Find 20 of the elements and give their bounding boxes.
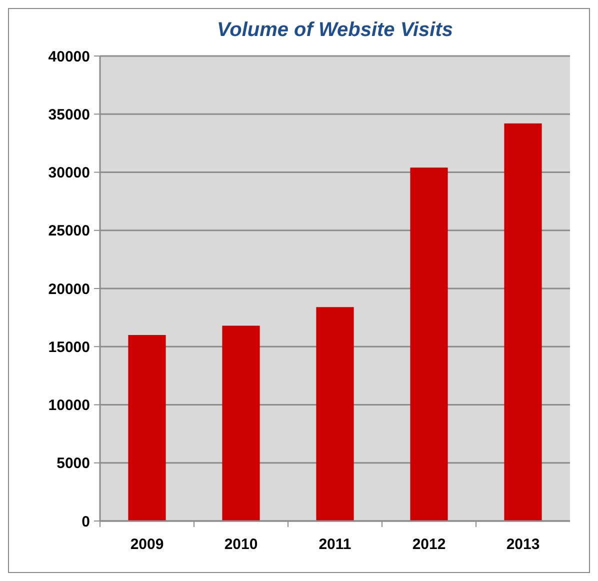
y-tick-label: 0 (82, 513, 90, 530)
bar (128, 335, 166, 521)
y-tick-label: 5000 (56, 455, 90, 472)
bar (410, 168, 448, 521)
y-tick-label: 15000 (48, 338, 90, 356)
bar (316, 307, 354, 521)
x-tick-label: 2013 (506, 536, 540, 553)
y-tick-label: 30000 (48, 164, 90, 182)
y-tick-label: 10000 (48, 397, 90, 414)
y-tick-label: 25000 (48, 222, 90, 240)
x-tick-label: 2012 (412, 536, 446, 553)
bar (222, 326, 260, 521)
bar (504, 123, 542, 521)
y-tick-label: 40000 (48, 48, 90, 66)
y-tick-label: 20000 (48, 280, 90, 298)
y-tick-label: 35000 (48, 106, 90, 124)
x-tick-label: 2009 (130, 536, 164, 553)
x-tick-label: 2010 (224, 536, 258, 553)
chart-title: Volume of Website Visits (217, 19, 453, 41)
x-tick-label: 2011 (318, 536, 352, 553)
